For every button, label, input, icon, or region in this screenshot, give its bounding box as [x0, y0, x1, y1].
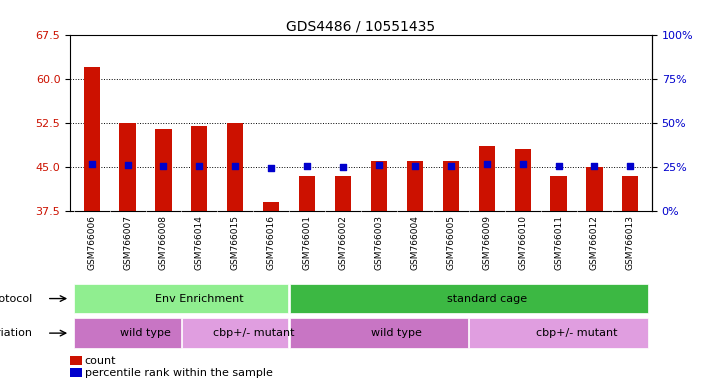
Text: genotype/variation: genotype/variation: [0, 328, 32, 338]
Text: GSM766009: GSM766009: [482, 215, 491, 270]
Text: percentile rank within the sample: percentile rank within the sample: [85, 368, 273, 378]
Text: GSM766010: GSM766010: [518, 215, 527, 270]
Text: wild type: wild type: [372, 328, 423, 338]
Bar: [156, 129, 172, 211]
Bar: [407, 161, 423, 211]
Point: [230, 163, 241, 169]
Text: GSM766008: GSM766008: [159, 215, 168, 270]
Bar: [182, 318, 289, 348]
Point: [337, 164, 348, 170]
Text: GSM766006: GSM766006: [87, 215, 96, 270]
Point: [266, 165, 277, 171]
Bar: [622, 176, 639, 211]
Bar: [227, 123, 243, 211]
Bar: [74, 318, 181, 348]
Point: [301, 163, 313, 169]
Text: GSM766011: GSM766011: [554, 215, 563, 270]
Text: protocol: protocol: [0, 293, 32, 304]
Text: GSM766003: GSM766003: [374, 215, 383, 270]
Text: GSM766002: GSM766002: [339, 215, 348, 270]
Text: cbp+/- mutant: cbp+/- mutant: [536, 328, 618, 338]
Text: GSM766001: GSM766001: [303, 215, 312, 270]
Bar: [290, 318, 468, 348]
Bar: [83, 67, 100, 211]
Point: [374, 162, 385, 168]
Point: [445, 163, 456, 169]
Point: [517, 161, 529, 167]
Text: Env Enrichment: Env Enrichment: [155, 293, 244, 304]
Point: [481, 161, 492, 167]
Text: count: count: [85, 356, 116, 366]
Point: [589, 163, 600, 169]
Text: GSM766007: GSM766007: [123, 215, 132, 270]
Bar: [335, 176, 351, 211]
Text: standard cage: standard cage: [447, 293, 526, 304]
Bar: [74, 284, 289, 313]
Text: wild type: wild type: [120, 328, 171, 338]
Bar: [479, 146, 495, 211]
Title: GDS4486 / 10551435: GDS4486 / 10551435: [287, 20, 435, 33]
Text: GSM766016: GSM766016: [266, 215, 275, 270]
Bar: [299, 176, 315, 211]
Text: GSM766004: GSM766004: [410, 215, 419, 270]
Bar: [290, 284, 648, 313]
Point: [122, 162, 133, 168]
Bar: [371, 161, 387, 211]
Point: [158, 163, 169, 169]
Bar: [119, 123, 136, 211]
Point: [553, 163, 564, 169]
Bar: [70, 356, 82, 366]
Text: GSM766014: GSM766014: [195, 215, 204, 270]
Text: GSM766005: GSM766005: [447, 215, 456, 270]
Bar: [191, 126, 207, 211]
Bar: [263, 202, 279, 211]
Text: GSM766015: GSM766015: [231, 215, 240, 270]
Text: GSM766012: GSM766012: [590, 215, 599, 270]
Bar: [443, 161, 459, 211]
Bar: [550, 176, 566, 211]
Bar: [515, 149, 531, 211]
Bar: [470, 318, 648, 348]
Bar: [70, 368, 82, 377]
Point: [625, 163, 636, 169]
Text: cbp+/- mutant: cbp+/- mutant: [212, 328, 294, 338]
Bar: [586, 167, 603, 211]
Text: GSM766013: GSM766013: [626, 215, 635, 270]
Point: [193, 163, 205, 169]
Point: [86, 161, 97, 167]
Point: [409, 163, 421, 169]
